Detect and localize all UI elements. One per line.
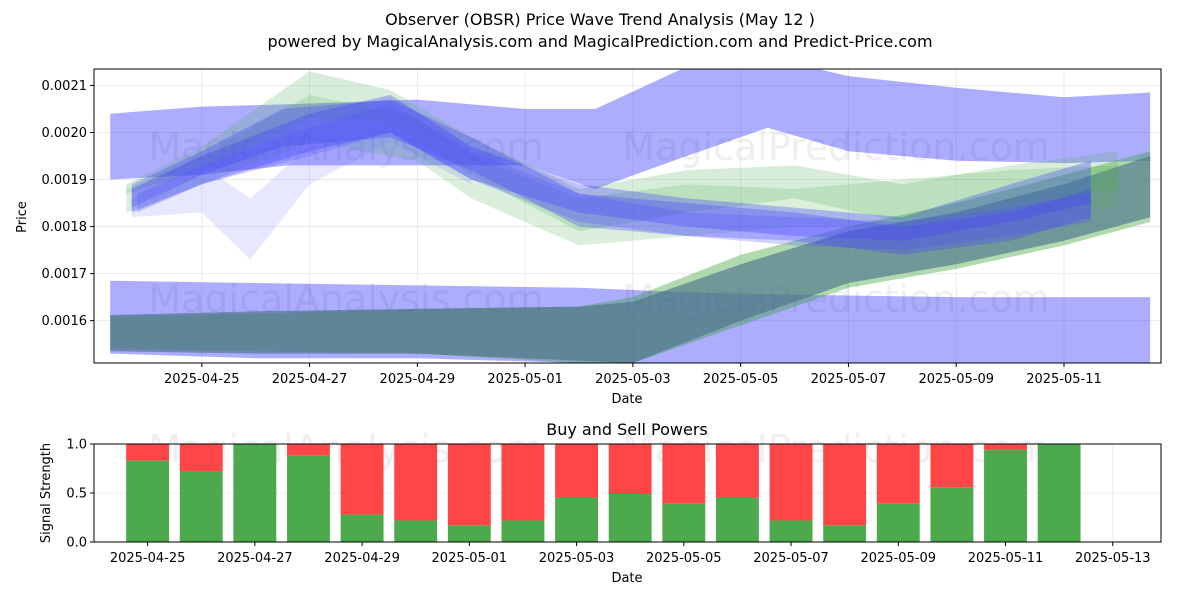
buy-bar [930, 487, 974, 542]
sell-bar [394, 444, 438, 521]
power-x-tick-label: 2025-04-29 [324, 551, 400, 566]
buy-bar [233, 444, 277, 542]
power-y-tick-label: 1.0 [66, 438, 87, 453]
price-y-tick-label: 0.0017 [42, 267, 88, 282]
power-x-tick-label: 2025-05-13 [1075, 551, 1151, 566]
power-x-tick-label: 2025-05-05 [646, 551, 722, 566]
buy-bar [984, 449, 1027, 542]
watermark-text: MagicalAnalysis.com [148, 125, 543, 169]
sell-bar [769, 444, 813, 521]
power-y-axis-label: Signal Strength [39, 443, 54, 543]
price-x-tick-label: 2025-05-01 [487, 372, 563, 387]
chart-subtitle: powered by MagicalAnalysis.com and Magic… [267, 32, 933, 51]
sell-bar [179, 444, 223, 472]
price-grid [94, 69, 1161, 363]
buy-bar [501, 520, 545, 542]
power-x-tick-label: 2025-05-11 [968, 551, 1044, 566]
price-band-wave-blue-2 [131, 94, 1091, 241]
power-y-tick-label: 0.5 [66, 487, 87, 502]
price-band-upper-blue-band [110, 69, 1151, 189]
power-y-tick-label: 0.0 [66, 536, 87, 551]
sell-bar [555, 444, 599, 498]
sell-bar [608, 444, 652, 494]
power-bars [126, 444, 1081, 542]
price-x-tick-label: 2025-05-09 [918, 372, 994, 387]
power-x-tick-label: 2025-05-07 [753, 551, 829, 566]
power-y-axis: 0.0 0.5 1.0 [66, 438, 94, 551]
buy-bar [876, 503, 920, 542]
price-chart: MagicalAnalysis.com MagicalPrediction.com… [15, 68, 1162, 407]
sell-bar [126, 444, 170, 461]
price-y-axis-label: Price [15, 201, 30, 233]
chart-title-block: Observer (OBSR) Price Wave Trend Analysi… [0, 9, 1200, 53]
buy-bar [126, 460, 170, 542]
buy-bar [715, 497, 759, 542]
price-band-wave-blue-3 [137, 104, 1091, 251]
price-x-tick-label: 2025-05-03 [595, 372, 671, 387]
price-x-tick-label: 2025-05-07 [811, 372, 887, 387]
price-band-lower-dark-band [110, 156, 1151, 363]
price-plot-frame [93, 68, 1162, 364]
buy-bar [769, 520, 813, 542]
power-x-tick-label: 2025-05-09 [860, 551, 936, 566]
power-x-tick-label: 2025-04-27 [217, 551, 293, 566]
sell-bar [876, 444, 920, 504]
buy-bar [340, 514, 384, 542]
buy-bar [608, 493, 652, 542]
price-y-tick-label: 0.0020 [42, 126, 88, 141]
sell-bar [715, 444, 759, 498]
price-x-axis-label: Date [611, 392, 642, 407]
sell-bar [340, 444, 384, 515]
price-x-tick-label: 2025-04-25 [164, 372, 240, 387]
sell-bar [662, 444, 706, 504]
buy-bar [555, 497, 599, 542]
price-series [110, 69, 1151, 363]
sell-bar [823, 444, 867, 526]
power-x-axis-label: Date [611, 571, 642, 586]
price-y-tick-label: 0.0016 [42, 314, 88, 329]
price-band-wave-green-2 [126, 94, 1118, 246]
price-x-tick-label: 2025-05-11 [1026, 372, 1102, 387]
buy-bar [179, 471, 223, 542]
watermark-text: MagicalPrediction.com [622, 125, 1050, 169]
power-x-tick-label: 2025-05-01 [432, 551, 508, 566]
buy-bar [1037, 444, 1081, 542]
power-chart-title: Buy and Sell Powers [546, 420, 708, 439]
sell-bar [287, 444, 330, 456]
price-x-tick-label: 2025-05-05 [703, 372, 779, 387]
power-chart: Buy and Sell Powers MagicalAnalysis.comM… [39, 420, 1162, 586]
sell-bar [930, 444, 974, 488]
buy-bar [823, 525, 867, 542]
buy-bar [394, 520, 438, 542]
power-x-axis: 2025-04-25 2025-04-27 2025-04-29 2025-05-01… [110, 542, 1151, 566]
buy-bar [447, 525, 491, 542]
buy-bar [287, 455, 330, 542]
sell-bar [984, 444, 1027, 450]
sell-bar [447, 444, 491, 526]
price-x-axis: 2025-04-25 2025-04-27 2025-04-29 2025-05-01… [164, 363, 1102, 387]
price-y-tick-label: 0.0019 [42, 173, 88, 188]
price-band-wave-green-1 [126, 71, 1118, 232]
chart-title: Observer (OBSR) Price Wave Trend Analysi… [385, 10, 815, 29]
price-y-tick-label: 0.0021 [42, 79, 88, 94]
price-y-axis: 0.0016 0.0017 0.0018 0.0019 0.0020 0.0021 [42, 79, 94, 329]
price-y-tick-label: 0.0018 [42, 220, 88, 235]
power-x-tick-label: 2025-05-03 [539, 551, 615, 566]
price-band-wave-blue-1 [131, 99, 1091, 255]
sell-bar [501, 444, 545, 521]
price-band-wave-blue-spike [131, 113, 472, 260]
power-x-tick-label: 2025-04-25 [110, 551, 186, 566]
price-x-tick-label: 2025-04-27 [272, 372, 348, 387]
price-x-tick-label: 2025-04-29 [380, 372, 456, 387]
buy-bar [662, 503, 706, 542]
